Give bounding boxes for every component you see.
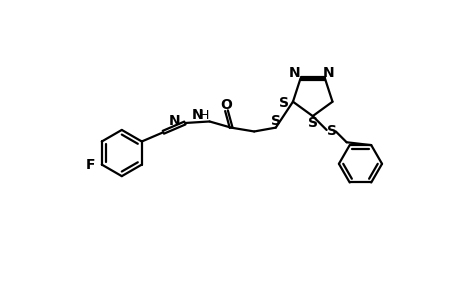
- Text: H: H: [200, 109, 209, 122]
- Text: N: N: [191, 108, 202, 122]
- Text: S: S: [278, 96, 288, 110]
- Text: S: S: [326, 124, 336, 139]
- Text: S: S: [307, 116, 317, 130]
- Text: N: N: [168, 114, 179, 128]
- Text: O: O: [220, 98, 232, 112]
- Text: N: N: [288, 66, 300, 80]
- Text: N: N: [322, 66, 334, 80]
- Text: S: S: [270, 114, 280, 128]
- Text: F: F: [86, 158, 95, 172]
